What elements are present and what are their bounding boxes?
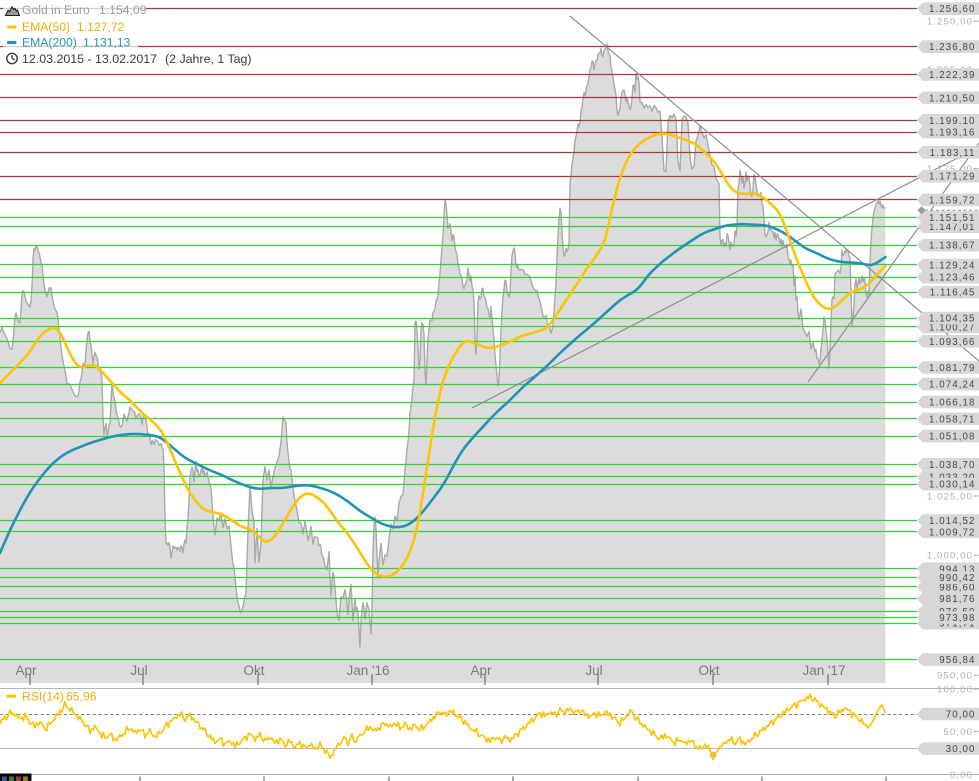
svg-text:1.058,71: 1.058,71 — [929, 414, 976, 425]
svg-text:EMA(50): EMA(50) — [22, 20, 70, 34]
svg-text:1.236,80: 1.236,80 — [929, 42, 976, 53]
svg-text:990,42: 990,42 — [939, 573, 975, 584]
svg-text:1.210,50: 1.210,50 — [929, 93, 976, 104]
svg-text:1.051,08: 1.051,08 — [929, 432, 976, 443]
svg-text:1.154,09: 1.154,09 — [99, 3, 147, 17]
svg-text:30,00: 30,00 — [946, 744, 976, 755]
svg-text:1.074,24: 1.074,24 — [929, 380, 976, 391]
svg-text:Okt: Okt — [243, 663, 264, 678]
svg-text:EMA(200): EMA(200) — [22, 36, 77, 50]
svg-text:1.131,13: 1.131,13 — [83, 36, 131, 50]
svg-text:RSI(14): RSI(14) — [22, 690, 64, 704]
svg-text:1.066,18: 1.066,18 — [929, 398, 976, 409]
svg-text:1.100,27: 1.100,27 — [929, 322, 976, 333]
svg-text:1.129,24: 1.129,24 — [929, 261, 976, 272]
svg-text:Jul: Jul — [130, 663, 147, 678]
svg-text:1.081,79: 1.081,79 — [929, 363, 976, 374]
svg-text:100,00: 100,00 — [937, 684, 973, 695]
svg-text:1.193,16: 1.193,16 — [929, 128, 976, 139]
svg-text:65,96: 65,96 — [66, 690, 97, 704]
svg-text:1.000,00: 1.000,00 — [927, 551, 973, 562]
svg-text:Apr: Apr — [15, 663, 37, 678]
svg-text:1.025,00: 1.025,00 — [927, 491, 973, 502]
svg-text:981,76: 981,76 — [939, 594, 975, 605]
svg-text:70,00: 70,00 — [946, 710, 976, 721]
svg-text:1.009,72: 1.009,72 — [929, 527, 976, 538]
svg-text:1.038,70: 1.038,70 — [929, 460, 976, 471]
svg-text:1.250,00: 1.250,00 — [927, 17, 973, 28]
svg-text:956,84: 956,84 — [939, 655, 975, 666]
svg-text:1.256,60: 1.256,60 — [929, 4, 976, 15]
svg-text:1.116,45: 1.116,45 — [930, 288, 976, 299]
svg-text:Jan '17: Jan '17 — [802, 663, 845, 678]
svg-text:1.183,11: 1.183,11 — [930, 148, 976, 159]
svg-text:986,60: 986,60 — [939, 582, 975, 593]
svg-text:1.030,14: 1.030,14 — [929, 480, 976, 491]
svg-text:1.159,72: 1.159,72 — [929, 195, 976, 206]
svg-text:1.123,46: 1.123,46 — [929, 273, 976, 284]
svg-text:1.093,66: 1.093,66 — [929, 337, 976, 348]
svg-text:950,00: 950,00 — [937, 671, 973, 682]
svg-text:1.138,67: 1.138,67 — [929, 241, 976, 252]
svg-text:973,98: 973,98 — [939, 613, 975, 624]
svg-text:994,13: 994,13 — [939, 564, 975, 575]
svg-text:Okt: Okt — [698, 663, 719, 678]
svg-text:971,71: 971,71 — [939, 619, 975, 630]
svg-text:(2 Jahre, 1 Tag): (2 Jahre, 1 Tag) — [165, 52, 252, 66]
svg-text:0,00: 0,00 — [950, 770, 973, 781]
svg-text:Gold in Euro: Gold in Euro — [22, 3, 90, 17]
svg-text:1.127,72: 1.127,72 — [77, 20, 125, 34]
svg-text:1.147,01: 1.147,01 — [929, 222, 976, 233]
svg-text:50,00: 50,00 — [943, 727, 973, 738]
svg-text:Jan '16: Jan '16 — [346, 663, 389, 678]
svg-text:1.171,29: 1.171,29 — [929, 172, 976, 183]
svg-text:12.03.2015 - 13.02.2017: 12.03.2015 - 13.02.2017 — [22, 52, 157, 66]
svg-text:1.199.10: 1.199.10 — [929, 116, 976, 127]
svg-text:1.222,39: 1.222,39 — [929, 70, 976, 81]
svg-text:1.104,35: 1.104,35 — [929, 314, 976, 325]
svg-text:1.014,52: 1.014,52 — [929, 516, 976, 527]
svg-text:1.151,51: 1.151,51 — [929, 213, 976, 224]
svg-text:1.175,00: 1.175,00 — [927, 164, 973, 175]
svg-text:Apr: Apr — [470, 663, 492, 678]
svg-text:Jul: Jul — [585, 663, 602, 678]
